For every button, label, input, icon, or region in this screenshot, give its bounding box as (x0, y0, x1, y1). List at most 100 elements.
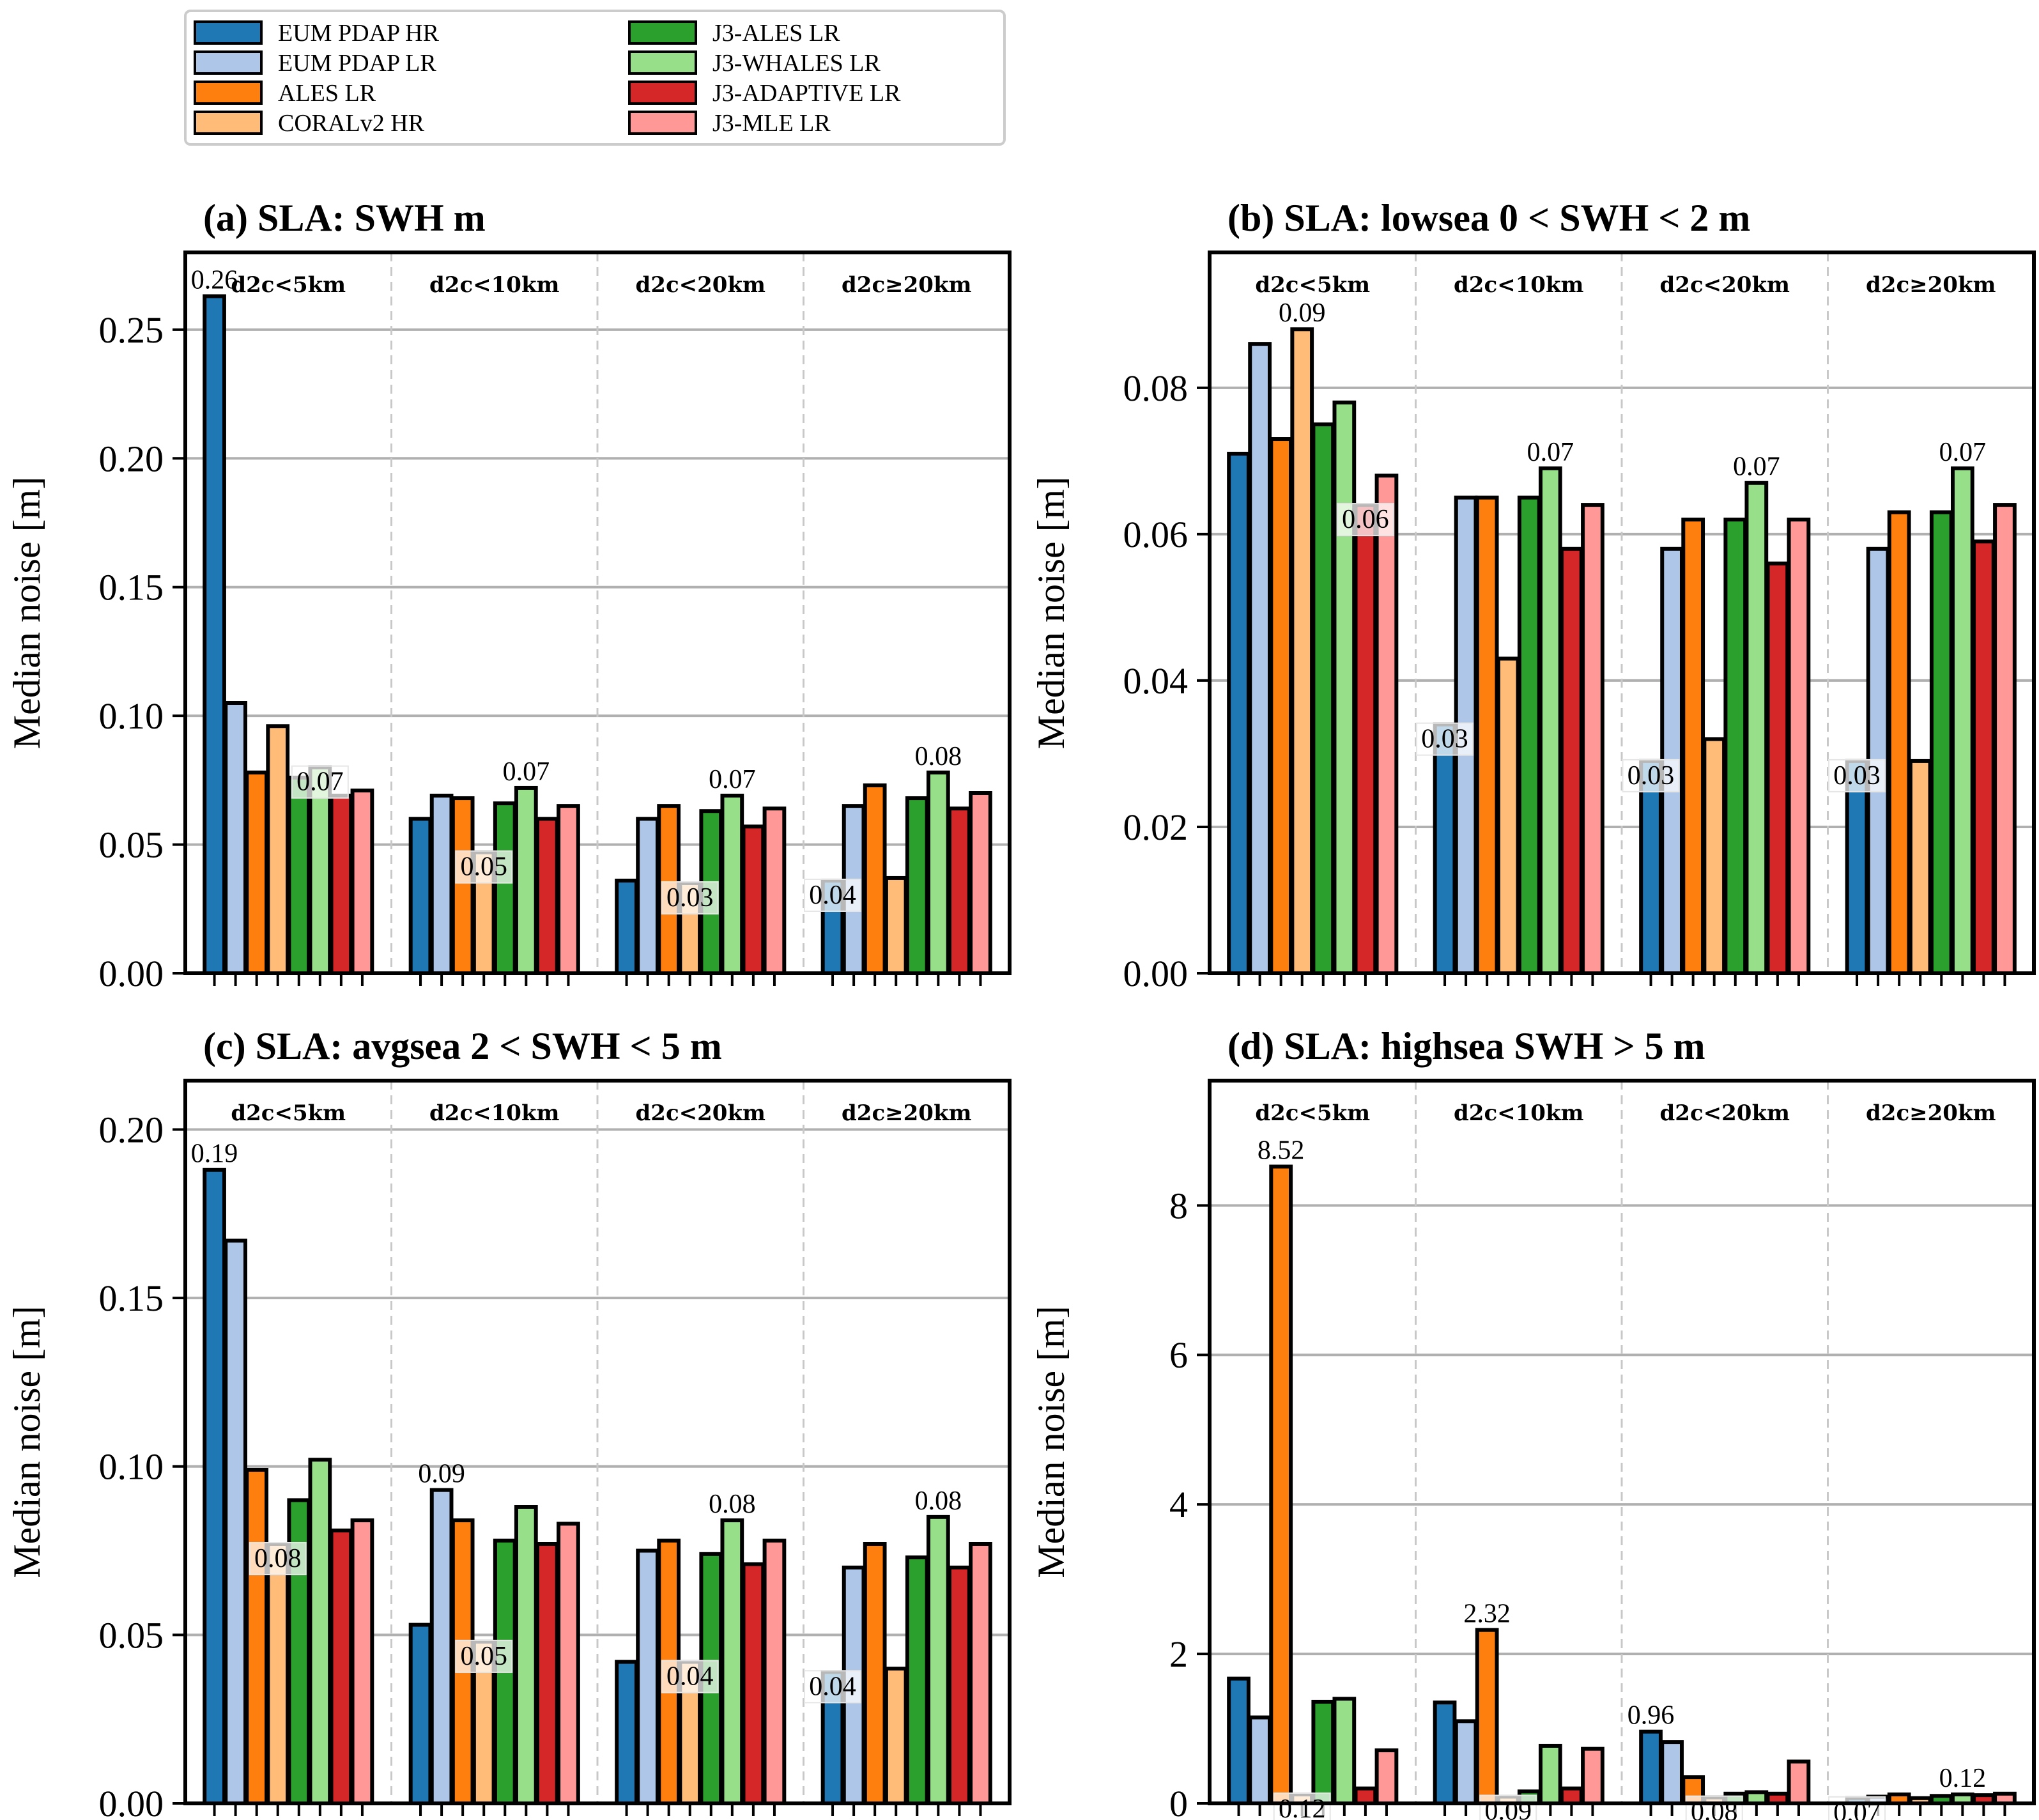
legend-label: J3-ALES LR (712, 20, 840, 47)
value-label: 0.06 (1342, 505, 1389, 534)
value-label: 0.08 (709, 1490, 756, 1519)
bar-j3-whales-lr-0 (1332, 400, 1357, 975)
value-label-box (661, 881, 719, 914)
bar-coralv2-hr-0 (266, 724, 290, 976)
axes-frame (183, 251, 1012, 975)
bar-j3-whales-lr-1 (514, 1505, 538, 1805)
legend-label: J3-ADAPTIVE LR (712, 80, 901, 107)
bar-j3-adaptive-lr-3 (1972, 539, 1996, 975)
legend-swatch-coralv2-hr (194, 111, 263, 135)
axes-frame (1208, 1079, 2036, 1805)
bar-j3-ales-lr-0 (287, 775, 311, 976)
bar-j3-mle-lr-2 (1787, 1759, 1811, 1806)
value-label-box (1479, 1794, 1537, 1820)
value-label: 0.07 (296, 767, 344, 797)
value-label: 0.08 (915, 742, 962, 771)
bar-ales-lr-1 (450, 796, 475, 975)
bar-ales-lr-0 (245, 1468, 269, 1805)
bar-eum-pdap-hr-3 (1845, 759, 1869, 975)
y-tick-label: 4 (1169, 1484, 1188, 1525)
bar-ales-lr-2 (1681, 517, 1705, 975)
bar-j3-mle-lr-0 (350, 1518, 374, 1805)
bar-j3-mle-lr-0 (1374, 1748, 1399, 1806)
legend-label: J3-MLE LR (712, 110, 831, 137)
bar-eum-pdap-lr-0 (224, 1238, 247, 1806)
value-label: 0.04 (666, 1662, 714, 1692)
bar-ales-lr-3 (863, 783, 887, 976)
bar-j3-whales-lr-0 (1332, 1697, 1357, 1805)
bar-j3-mle-lr-1 (557, 804, 580, 975)
y-tick-label: 0.00 (99, 1783, 164, 1820)
bar-j3-adaptive-lr-1 (1560, 546, 1583, 975)
y-axis-label: Median noise [m] (1030, 1306, 1072, 1578)
value-label: 8.52 (1258, 1136, 1305, 1166)
value-label-box (661, 1660, 719, 1693)
bar-ales-lr-0 (245, 770, 269, 976)
legend-label: EUM PDAP LR (278, 50, 436, 77)
bar-eum-pdap-hr-0 (203, 294, 226, 975)
bar-j3-mle-lr-0 (350, 788, 374, 975)
bar-j3-ales-lr-2 (1723, 517, 1748, 975)
value-label-box (1828, 759, 1886, 792)
legend-frame (184, 10, 1006, 146)
bar-j3-ales-lr-1 (1517, 495, 1541, 975)
value-label: 0.03 (666, 883, 714, 913)
bar-j3-mle-lr-3 (969, 1542, 992, 1805)
value-label: 0.07 (1733, 452, 1780, 482)
y-tick-label: 0.04 (1123, 660, 1189, 702)
bar-j3-ales-lr-3 (905, 796, 929, 975)
value-label-box (249, 1542, 307, 1575)
bar-eum-pdap-hr-1 (1433, 722, 1457, 976)
bar-eum-pdap-lr-2 (636, 1548, 659, 1805)
bar-j3-whales-lr-1 (514, 785, 538, 975)
bar-j3-adaptive-lr-3 (948, 806, 971, 975)
panel-b: d2c<5km d2c<10km d2c<20km d2c≥20km 0.09 0.06 0… (1030, 197, 2036, 994)
bar-j3-ales-lr-3 (1929, 510, 1953, 975)
group-label: d2c<20km (1660, 272, 1790, 298)
y-tick-label: 0 (1169, 1783, 1188, 1820)
legend-label: EUM PDAP HR (278, 20, 440, 47)
bar-eum-pdap-hr-2 (615, 1660, 638, 1805)
bar-j3-whales-lr-1 (1538, 1743, 1562, 1806)
value-label: 0.03 (1833, 761, 1881, 790)
bar-j3-whales-lr-3 (926, 1515, 950, 1805)
y-tick-label: 0.10 (99, 695, 164, 737)
bar-j3-whales-lr-0 (308, 1458, 332, 1806)
bar-j3-adaptive-lr-2 (741, 1562, 766, 1806)
bar-j3-adaptive-lr-3 (948, 1565, 971, 1806)
bar-coralv2-hr-3 (1908, 759, 1932, 975)
bar-j3-ales-lr-0 (1311, 1699, 1335, 1805)
value-label-box (1828, 1796, 1886, 1820)
bar-eum-pdap-lr-2 (636, 817, 659, 976)
y-tick-label: 0.15 (99, 567, 164, 608)
bar-eum-pdap-hr-2 (1639, 759, 1663, 975)
panel-a: d2c<5km d2c<10km d2c<20km d2c≥20km 0.26 0.07 0… (6, 197, 1012, 994)
y-tick-label: 0.00 (1123, 953, 1189, 994)
bar-j3-ales-lr-1 (493, 801, 517, 975)
y-tick-label: 6 (1169, 1334, 1188, 1376)
y-tick-label: 8 (1169, 1185, 1188, 1226)
value-label: 0.03 (1627, 761, 1675, 790)
bar-j3-mle-lr-3 (1993, 503, 2017, 975)
bar-j3-adaptive-lr-1 (1560, 1786, 1583, 1806)
bar-eum-pdap-lr-1 (429, 1488, 454, 1806)
y-tick-label: 0.20 (99, 438, 164, 479)
value-label: 0.12 (1279, 1794, 1326, 1820)
bar-j3-mle-lr-1 (557, 1522, 580, 1805)
y-tick-label: 0.00 (99, 953, 164, 994)
panel-title: (a) SLA: SWH m (203, 197, 486, 239)
bar-eum-pdap-lr-2 (1660, 1740, 1684, 1805)
group-label: d2c<20km (636, 1100, 766, 1126)
value-label: 0.07 (709, 765, 756, 794)
value-label: 0.08 (1691, 1798, 1738, 1820)
group-label: d2c<20km (1660, 1100, 1790, 1126)
value-label-box (1622, 759, 1680, 792)
group-label: d2c<10km (429, 272, 559, 298)
value-label: 0.26 (191, 265, 238, 295)
y-tick-label: 0.05 (99, 824, 164, 866)
value-label: 0.12 (1939, 1764, 1987, 1793)
bar-j3-whales-lr-2 (720, 1518, 744, 1805)
value-label: 0.19 (191, 1139, 238, 1169)
bar-eum-pdap-lr-1 (429, 794, 454, 975)
bar-j3-adaptive-lr-0 (1353, 503, 1378, 975)
